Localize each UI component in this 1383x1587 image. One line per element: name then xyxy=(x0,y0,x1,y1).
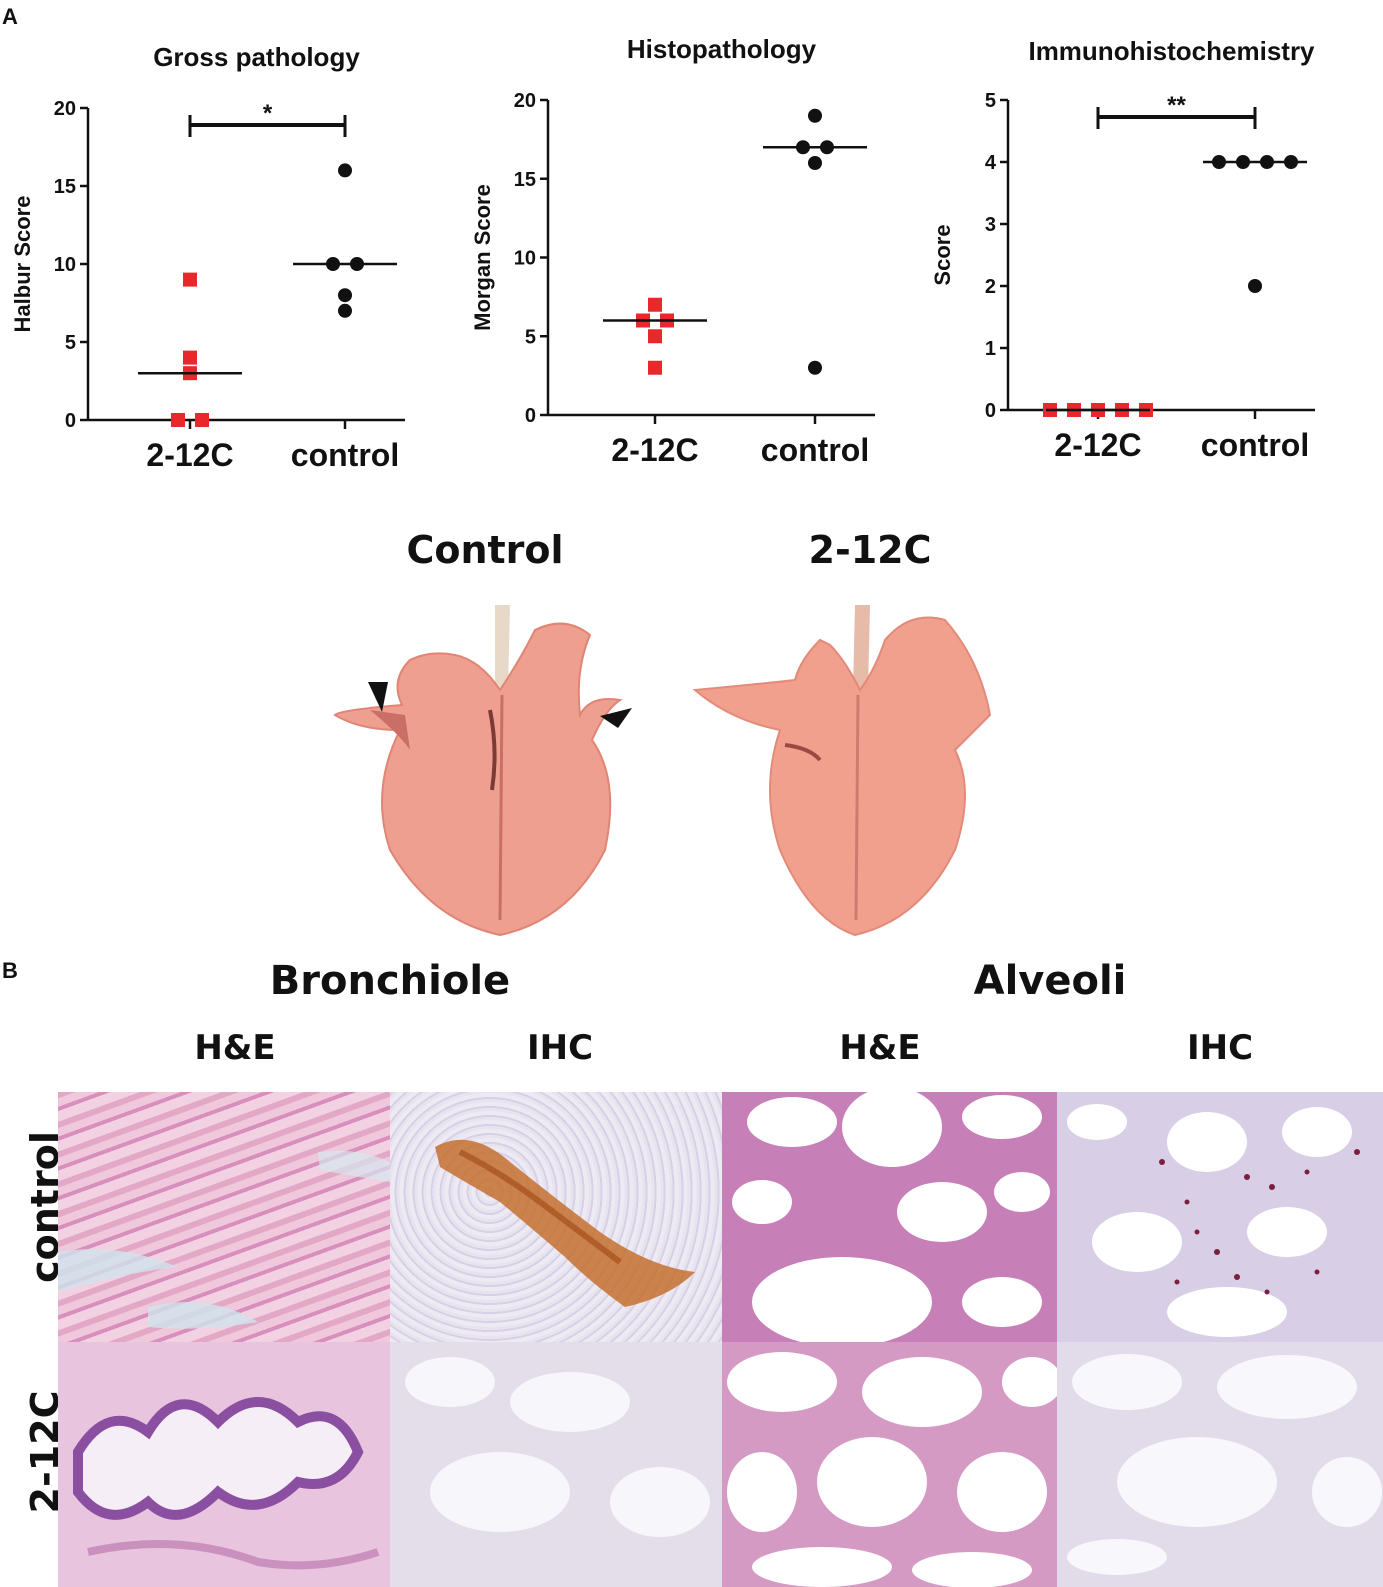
tile-2-12c-alveoli-ihc xyxy=(1057,1342,1383,1587)
data-point-2-12c xyxy=(648,329,662,344)
gross-2-12c-label: 2-12C xyxy=(808,528,932,572)
y-tick-label: 0 xyxy=(985,400,996,422)
y-axis-label: Score xyxy=(930,224,955,285)
2-12c-lung-photo xyxy=(692,605,992,937)
panel-letter-b: B xyxy=(2,958,18,983)
chart-title: Immunohistochemistry xyxy=(1028,36,1315,66)
column-label-bronchiole-ihc: IHC xyxy=(526,1028,594,1068)
y-tick-label: 1 xyxy=(985,338,996,360)
x-tick-label: control xyxy=(761,432,869,468)
data-point-control xyxy=(338,303,352,318)
x-tick-label: 2-12C xyxy=(146,437,233,473)
x-tick-label: 2-12C xyxy=(611,432,698,468)
data-point-control xyxy=(1248,279,1262,293)
y-tick-label: 15 xyxy=(54,176,76,198)
x-tick-label: control xyxy=(1201,427,1309,463)
y-tick-label: 5 xyxy=(65,332,76,354)
y-tick-label: 20 xyxy=(514,90,536,112)
x-tick-label: control xyxy=(291,437,399,473)
column-label-alveoli-he: H&E xyxy=(839,1028,921,1068)
group-alveoli-label: Alveoli xyxy=(973,958,1127,1004)
gross-pathology-chart: Gross pathology Halbur Score 0 5 10 15 20 2-12C… xyxy=(10,42,405,473)
y-tick-label: 3 xyxy=(985,214,996,236)
panel-letter-a: A xyxy=(2,4,18,29)
group-bronchiole-label: Bronchiole xyxy=(269,958,511,1004)
y-tick-label: 20 xyxy=(54,98,76,120)
y-tick-label: 5 xyxy=(985,90,996,112)
y-tick-label: 4 xyxy=(985,152,997,174)
data-point-2-12c xyxy=(648,297,662,312)
tile-2-12c-bronchiole-he xyxy=(58,1342,390,1587)
histopathology-chart: Histopathology Morgan Score 0 5 10 15 20 2-12C c… xyxy=(470,34,875,468)
column-label-alveoli-ihc: IHC xyxy=(1186,1028,1254,1068)
data-point-control xyxy=(338,163,352,178)
y-tick-label: 10 xyxy=(54,254,76,276)
tile-control-bronchiole-he xyxy=(58,1092,390,1342)
x-tick-label: 2-12C xyxy=(1054,427,1141,463)
tile-2-12c-bronchiole-ihc xyxy=(390,1342,722,1587)
y-tick-label: 2 xyxy=(985,276,996,298)
y-tick-label: 0 xyxy=(525,405,536,427)
data-point-2-12c xyxy=(195,413,209,427)
immunohistochemistry-chart: Immunohistochemistry Score 0 1 2 3 4 5 2-12C cont… xyxy=(930,36,1315,463)
data-point-2-12c xyxy=(648,360,662,375)
tile-2-12c-alveoli-he xyxy=(722,1342,1057,1587)
chart-title: Gross pathology xyxy=(153,42,360,72)
tile-control-bronchiole-ihc xyxy=(390,1092,722,1342)
y-tick-label: 5 xyxy=(525,326,536,348)
significance-label: ** xyxy=(1167,92,1186,119)
significance-label: * xyxy=(263,100,273,127)
y-tick-label: 10 xyxy=(514,248,536,270)
chart-title: Histopathology xyxy=(627,34,817,64)
y-tick-label: 15 xyxy=(514,169,536,191)
data-point-2-12c xyxy=(171,413,185,427)
column-label-bronchiole-he: H&E xyxy=(194,1028,276,1068)
gross-control-label: Control xyxy=(406,528,564,572)
data-point-control xyxy=(808,156,822,170)
data-point-control xyxy=(808,360,822,375)
data-point-2-12c xyxy=(183,350,197,365)
y-axis-label: Halbur Score xyxy=(10,196,35,333)
control-lung-photo xyxy=(333,605,632,937)
y-axis-label: Morgan Score xyxy=(470,184,495,331)
data-point-control xyxy=(808,108,822,123)
data-point-control xyxy=(338,288,352,303)
tile-control-alveoli-he xyxy=(722,1092,1057,1342)
tile-control-alveoli-ihc xyxy=(1057,1092,1383,1342)
data-point-2-12c xyxy=(183,272,197,287)
y-tick-label: 0 xyxy=(65,410,76,432)
